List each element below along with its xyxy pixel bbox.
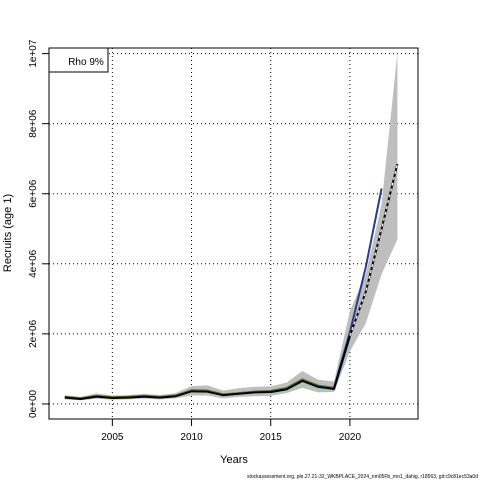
- y-tick-label: 1e+07: [28, 39, 39, 68]
- series-line: [64, 163, 399, 401]
- x-tick-label: 2020: [339, 432, 362, 443]
- y-tick-label: 2e+06: [28, 319, 39, 348]
- legend-label: Rho 9%: [68, 57, 104, 68]
- series-line: [349, 163, 399, 336]
- x-axis-title: Years: [220, 454, 248, 466]
- y-tick-label: 6e+06: [28, 179, 39, 208]
- x-tick-label: 2005: [101, 432, 124, 443]
- grid: [49, 48, 418, 419]
- footnote: stockassessment.org, ple.27.21-32_WKBPLA…: [247, 474, 478, 480]
- x-axis: 2005 2010 2015 2020: [101, 418, 362, 443]
- legend: Rho 9%: [48, 47, 109, 73]
- legend-box: [48, 47, 109, 73]
- y-tick-label: 0e+00: [28, 389, 39, 418]
- y-axis-title: Recruits (age 1): [2, 194, 14, 272]
- y-tick-label: 8e+06: [28, 109, 39, 138]
- y-tick-label: 4e+06: [28, 249, 39, 278]
- x-tick-label: 2015: [260, 432, 283, 443]
- y-axis: 0e+00 2e+06 4e+06 6e+06 8e+06 1e+07: [28, 39, 50, 418]
- plot-frame: [48, 47, 419, 420]
- series-lines: [64, 163, 399, 401]
- x-tick-label: 2010: [180, 432, 203, 443]
